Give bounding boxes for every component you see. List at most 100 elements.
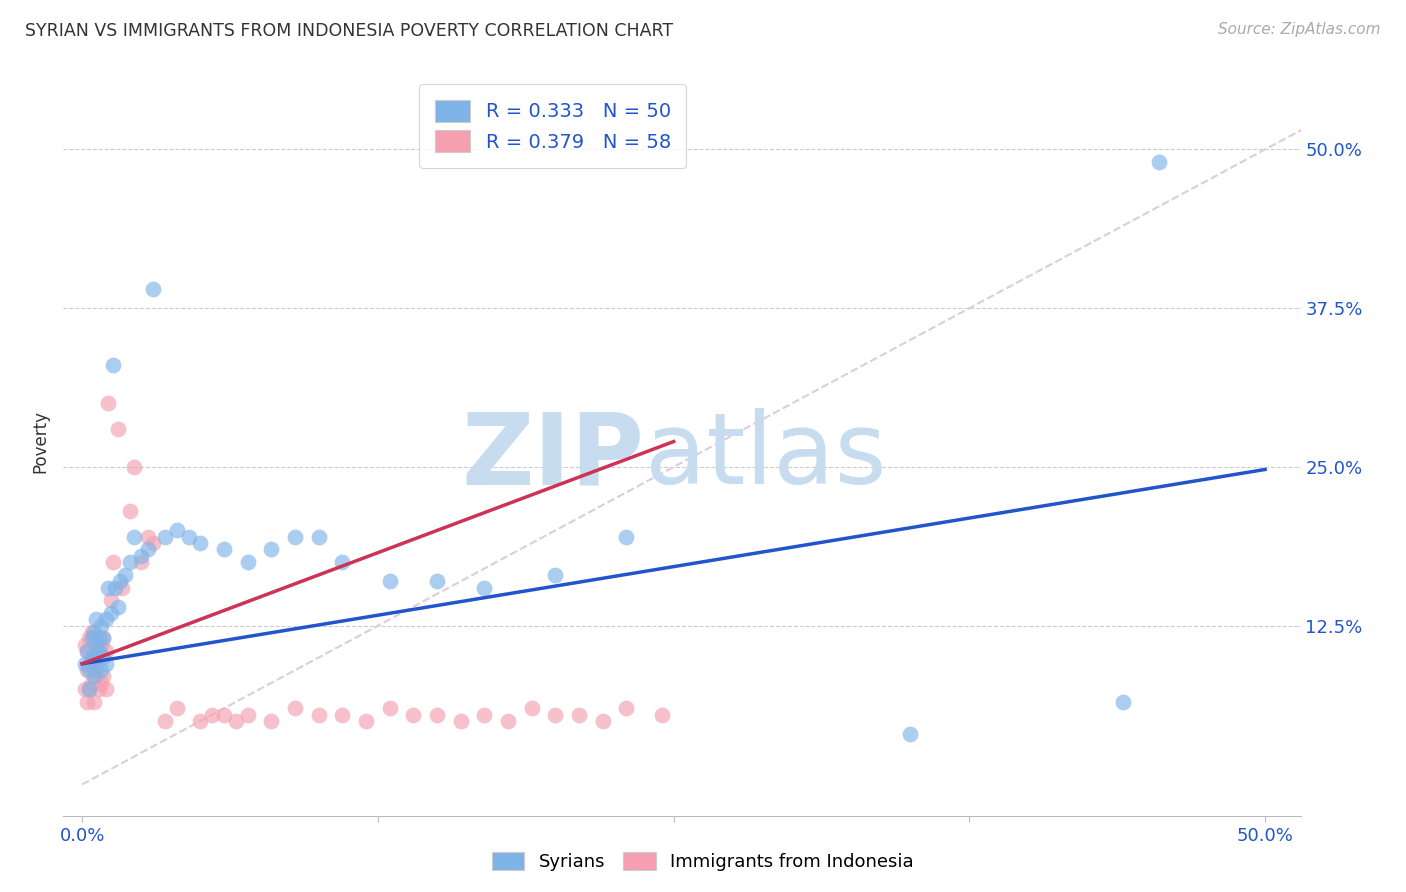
Point — [76, 644, 98, 658]
Point — [544, 707, 567, 722]
Point — [354, 714, 377, 728]
Point — [83, 632, 105, 646]
Point — [131, 549, 153, 563]
Point — [76, 644, 98, 658]
Point — [97, 581, 120, 595]
Point — [79, 657, 101, 671]
Point — [651, 707, 673, 722]
Point — [474, 581, 496, 595]
Point — [225, 714, 247, 728]
Point — [107, 599, 129, 614]
Point — [260, 542, 283, 557]
Point — [80, 632, 103, 646]
Point — [83, 669, 105, 683]
Point — [87, 682, 110, 697]
Point — [1147, 155, 1170, 169]
Point — [166, 524, 188, 538]
Legend: R = 0.333   N = 50, R = 0.379   N = 58: R = 0.333 N = 50, R = 0.379 N = 58 — [419, 84, 686, 168]
Point — [87, 632, 110, 646]
Point — [153, 714, 176, 728]
Point — [76, 695, 98, 709]
Point — [138, 542, 160, 557]
Point — [97, 396, 120, 410]
Point — [592, 714, 614, 728]
Point — [568, 707, 591, 722]
Text: ZIP: ZIP — [463, 408, 645, 505]
Point — [474, 707, 496, 722]
Point — [450, 714, 472, 728]
Point — [94, 644, 117, 658]
Point — [76, 663, 98, 677]
Point — [142, 536, 165, 550]
Point — [86, 612, 108, 626]
Point — [426, 574, 449, 589]
Point — [101, 359, 124, 373]
Point — [101, 555, 124, 569]
Legend: Syrians, Immigrants from Indonesia: Syrians, Immigrants from Indonesia — [485, 845, 921, 879]
Text: Source: ZipAtlas.com: Source: ZipAtlas.com — [1218, 22, 1381, 37]
Point — [107, 422, 129, 436]
Point — [212, 707, 235, 722]
Point — [79, 682, 101, 697]
Point — [83, 695, 105, 709]
Point — [80, 650, 103, 665]
Point — [114, 567, 136, 582]
Point — [93, 669, 115, 683]
Point — [236, 707, 259, 722]
Point — [520, 701, 543, 715]
Point — [94, 657, 117, 671]
Point — [1112, 695, 1135, 709]
Point — [142, 282, 165, 296]
Point — [138, 530, 160, 544]
Point — [308, 530, 330, 544]
Point — [93, 650, 115, 665]
Point — [614, 530, 637, 544]
Point — [87, 644, 110, 658]
Point — [83, 650, 105, 665]
Y-axis label: Poverty: Poverty — [31, 410, 49, 473]
Point — [284, 530, 307, 544]
Point — [83, 625, 105, 640]
Point — [190, 714, 212, 728]
Point — [79, 682, 101, 697]
Point — [426, 707, 449, 722]
Point — [260, 714, 283, 728]
Point — [308, 707, 330, 722]
Point — [111, 581, 134, 595]
Point — [90, 638, 112, 652]
Point — [284, 701, 307, 715]
Point — [378, 574, 401, 589]
Point — [118, 504, 141, 518]
Point — [898, 726, 921, 740]
Point — [236, 555, 259, 569]
Point — [108, 574, 131, 589]
Point — [90, 663, 112, 677]
Point — [80, 657, 103, 671]
Point — [73, 638, 96, 652]
Point — [83, 663, 105, 677]
Point — [73, 657, 96, 671]
Point — [87, 644, 110, 658]
Point — [122, 459, 145, 474]
Point — [153, 530, 176, 544]
Point — [177, 530, 200, 544]
Point — [104, 581, 127, 595]
Point — [86, 669, 108, 683]
Point — [190, 536, 212, 550]
Point — [90, 676, 112, 690]
Point — [86, 650, 108, 665]
Point — [378, 701, 401, 715]
Point — [496, 714, 519, 728]
Point — [201, 707, 224, 722]
Point — [93, 632, 115, 646]
Point — [122, 530, 145, 544]
Point — [402, 707, 425, 722]
Point — [100, 606, 122, 620]
Point — [80, 625, 103, 640]
Point — [166, 701, 188, 715]
Point — [100, 593, 122, 607]
Point — [86, 638, 108, 652]
Text: atlas: atlas — [645, 408, 886, 505]
Point — [86, 657, 108, 671]
Point — [73, 682, 96, 697]
